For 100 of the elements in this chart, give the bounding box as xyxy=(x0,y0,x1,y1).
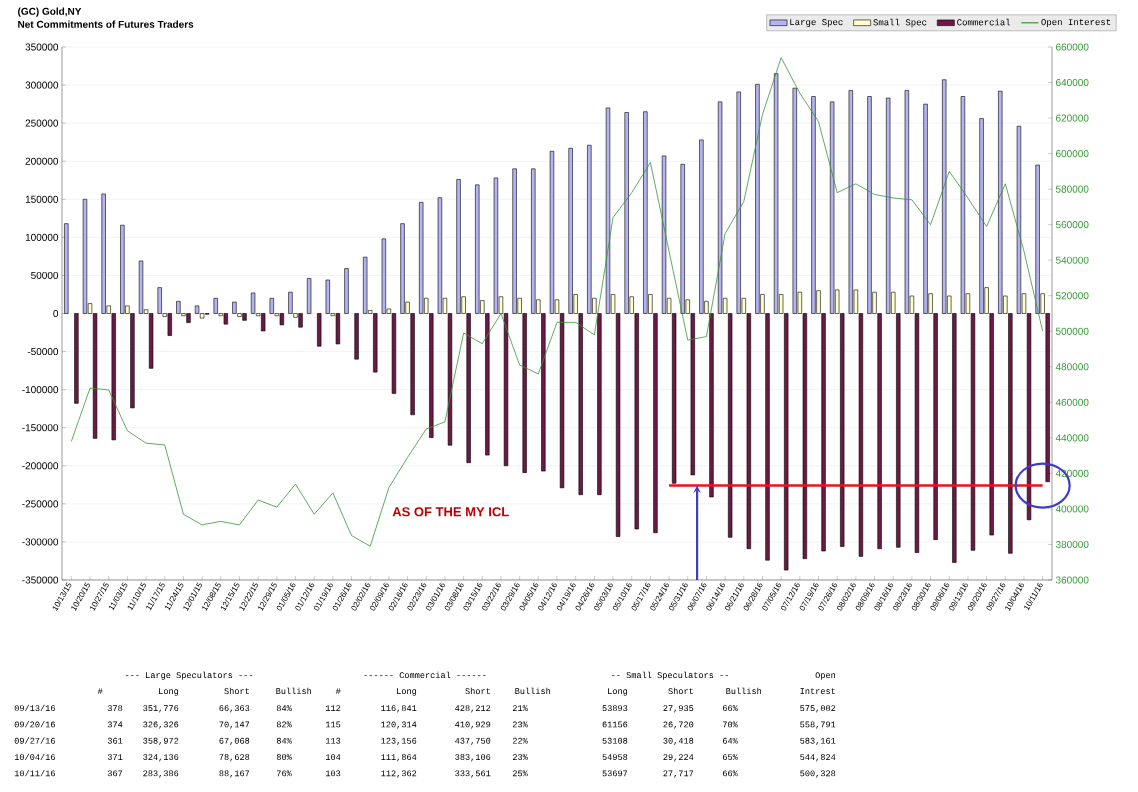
legend-label: Open Interest xyxy=(1041,19,1111,27)
text: Short xyxy=(668,687,693,695)
y2-tick-label: 600000 xyxy=(1056,150,1089,158)
text: 70,147 xyxy=(219,721,250,729)
text: Bullish xyxy=(726,687,762,695)
text: 326,326 xyxy=(143,721,179,729)
text: Long xyxy=(159,688,179,696)
text: 351,776 xyxy=(143,705,179,713)
text: 367 xyxy=(107,770,123,777)
text: Bullish xyxy=(515,687,551,695)
text: 66,363 xyxy=(219,705,250,713)
y-tick-label: -50000 xyxy=(27,348,59,356)
text: ------ Commercial ------ xyxy=(364,671,486,679)
y-tick-label: -150000 xyxy=(22,424,59,432)
text: 10/04/16 xyxy=(14,753,55,760)
bar xyxy=(306,278,312,314)
y2-tick-label: 580000 xyxy=(1055,185,1089,193)
y-tick-label: 50000 xyxy=(31,271,59,279)
y-tick-label: -300000 xyxy=(22,538,59,546)
text: 116,841 xyxy=(381,705,417,713)
y-tick-label: -100000 xyxy=(22,386,59,394)
y2-tick-label: 380000 xyxy=(1055,540,1089,548)
y-tick-label: -350000 xyxy=(22,576,59,584)
text: 583,161 xyxy=(800,737,836,746)
text: # xyxy=(335,688,341,694)
bar xyxy=(904,90,910,314)
text: 80% xyxy=(276,754,292,760)
text: 70% xyxy=(722,721,738,728)
bar xyxy=(344,268,349,314)
text: 115 xyxy=(325,721,341,728)
text: 112 xyxy=(325,705,341,711)
bar xyxy=(960,96,966,314)
text: 27,717 xyxy=(663,770,694,778)
text: 61156 xyxy=(602,721,628,728)
text: Long xyxy=(608,688,628,696)
text: 361 xyxy=(107,737,123,744)
text: 437,750 xyxy=(455,737,491,746)
y-tick-label: 200000 xyxy=(25,157,59,165)
y2-tick-label: 540000 xyxy=(1055,256,1089,264)
y2-tick-label: 400000 xyxy=(1055,505,1089,513)
text: 76% xyxy=(276,770,292,777)
text: 358,972 xyxy=(143,737,179,746)
text: 29,224 xyxy=(663,754,694,762)
y2-tick-label: 660000 xyxy=(1056,43,1089,51)
text: 54958 xyxy=(602,754,628,760)
y2-tick-label: 440000 xyxy=(1055,434,1089,442)
bar xyxy=(493,177,499,314)
text: 53697 xyxy=(602,770,628,777)
text: 410,929 xyxy=(455,721,491,729)
text: 84% xyxy=(276,705,292,712)
text: 67,068 xyxy=(219,737,250,746)
text: 120,314 xyxy=(381,721,417,729)
text: 333,561 xyxy=(455,770,491,778)
text: 324,136 xyxy=(143,754,179,762)
text: 23% xyxy=(512,754,528,760)
bar xyxy=(74,313,79,404)
text: Bullish xyxy=(276,687,312,695)
line-series xyxy=(70,57,1044,547)
y-tick-label: -200000 xyxy=(22,462,59,470)
y-tick-label: 350000 xyxy=(25,43,59,51)
text: Long xyxy=(397,688,417,696)
text: Short xyxy=(224,687,249,695)
text: 383,106 xyxy=(455,754,491,762)
text: 30,418 xyxy=(663,737,694,746)
text: 104 xyxy=(325,754,341,760)
y2-tick-label: 360000 xyxy=(1055,576,1089,584)
text: 66% xyxy=(722,770,738,777)
bar xyxy=(317,313,322,347)
text: 23% xyxy=(512,721,528,728)
text: 10/11/16 xyxy=(14,769,55,777)
text: 65% xyxy=(722,754,738,760)
y-tick-label: 150000 xyxy=(25,195,59,203)
text: 88,167 xyxy=(219,770,250,778)
annotation: AS OF THE MY ICL xyxy=(392,507,509,517)
legend-label: Small Spec xyxy=(873,18,927,28)
text: Intrest xyxy=(800,688,835,695)
text: 21% xyxy=(512,705,528,712)
text: Short xyxy=(465,687,490,695)
chart-title: (GC) Gold,NY xyxy=(18,7,82,17)
text: 283,386 xyxy=(143,770,179,778)
text: 544,824 xyxy=(800,754,836,762)
chart-subtitle: Net Commitments of Futures Traders xyxy=(18,20,194,28)
text: 575,002 xyxy=(800,705,836,713)
text: 78,628 xyxy=(219,754,250,762)
y2-tick-label: 480000 xyxy=(1055,363,1089,371)
text: 53108 xyxy=(602,737,628,744)
text: 64% xyxy=(722,737,738,744)
bar xyxy=(437,197,443,314)
y-tick-label: -250000 xyxy=(22,500,59,508)
text: # xyxy=(97,688,103,694)
text: 09/27/16 xyxy=(14,737,55,744)
y-tick-label: 250000 xyxy=(25,119,59,127)
y2-tick-label: 640000 xyxy=(1056,78,1089,87)
text: 25% xyxy=(512,770,528,777)
text: 374 xyxy=(107,721,123,728)
text: 428,212 xyxy=(455,705,491,713)
text: 84% xyxy=(276,737,292,744)
text: 113 xyxy=(325,737,341,744)
text: 53893 xyxy=(602,705,628,712)
text: 22% xyxy=(512,737,528,744)
